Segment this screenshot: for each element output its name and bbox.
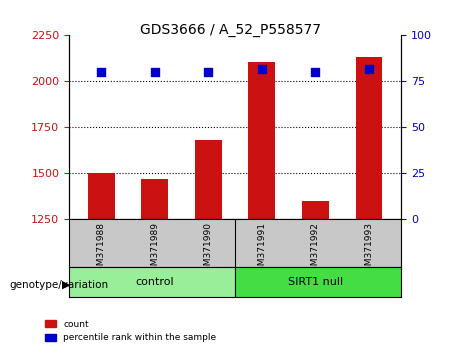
Legend: count, percentile rank within the sample: count, percentile rank within the sample bbox=[41, 316, 220, 346]
Point bbox=[365, 66, 372, 72]
Point bbox=[312, 69, 319, 75]
Point bbox=[98, 69, 105, 75]
Bar bbox=[235, 267, 401, 297]
Bar bbox=[355, 57, 382, 219]
Text: GSM371990: GSM371990 bbox=[204, 222, 213, 277]
Bar bbox=[142, 179, 168, 219]
Text: ▶: ▶ bbox=[62, 280, 71, 290]
Text: GSM371991: GSM371991 bbox=[257, 222, 266, 277]
Text: GDS3666 / A_52_P558577: GDS3666 / A_52_P558577 bbox=[140, 23, 321, 37]
Point bbox=[151, 69, 159, 75]
Bar bbox=[69, 267, 235, 297]
Text: GSM371988: GSM371988 bbox=[97, 222, 106, 277]
Bar bbox=[248, 62, 275, 219]
Bar bbox=[195, 140, 222, 219]
Point bbox=[258, 66, 266, 72]
Text: GSM371992: GSM371992 bbox=[311, 222, 320, 277]
Text: SIRT1 null: SIRT1 null bbox=[288, 277, 343, 287]
Text: GSM371993: GSM371993 bbox=[365, 222, 373, 277]
Bar bbox=[88, 173, 115, 219]
Text: GSM371989: GSM371989 bbox=[150, 222, 160, 277]
Text: control: control bbox=[136, 277, 174, 287]
Text: genotype/variation: genotype/variation bbox=[9, 280, 108, 290]
Bar bbox=[302, 201, 329, 219]
Point bbox=[205, 69, 212, 75]
